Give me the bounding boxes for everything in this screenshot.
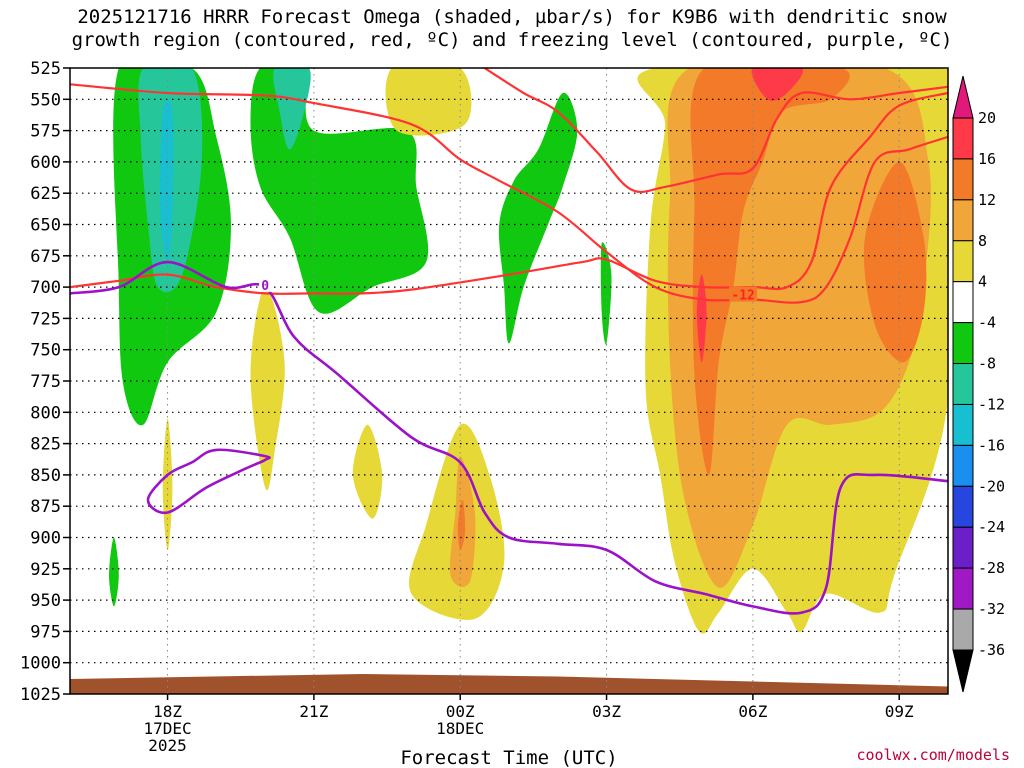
y-tick-label: 1025: [20, 685, 61, 705]
colorbar-bin: [952, 444, 974, 487]
dgz-upper-contour: [70, 83, 948, 304]
colorbar-bin: [952, 281, 974, 324]
y-tick-label: 950: [30, 591, 61, 611]
colorbar-label: -32: [978, 600, 1005, 618]
y-tick-label: 750: [30, 341, 61, 361]
grid-layer: [70, 68, 948, 694]
contour-layer: -12 0: [70, 68, 948, 615]
colorbar-label: -12: [978, 395, 1005, 413]
colorbar: 20 16 12 8 4 -4 -8 -12 -16 -20 -24 -28 -32 -36: [952, 75, 1005, 693]
x-tick-label: 09Z: [885, 702, 914, 721]
downward-22z: [352, 424, 383, 519]
colorbar-bin: [952, 363, 974, 405]
y-tick-label: 575: [30, 122, 61, 142]
chart-title: 2025121716 HRRR Forecast Omega (shaded, …: [0, 6, 1024, 52]
y-tick-label: 700: [30, 278, 61, 298]
colorbar-bin: [952, 322, 974, 365]
colorbar-label: -24: [978, 518, 1005, 536]
downward-06z-peak-low: [696, 274, 707, 363]
terrain-layer: [70, 673, 948, 694]
colorbar-bin: [952, 608, 974, 651]
downward-00z-strong: [457, 499, 466, 551]
colorbar-bin: [952, 117, 974, 160]
downward-06z-peak: [751, 68, 803, 101]
upward-motion-01z: [498, 92, 578, 344]
colorbar-bin: [952, 485, 974, 528]
y-tick-label: 600: [30, 153, 61, 173]
colorbar-label: -36: [978, 641, 1005, 659]
y-tick-label: 675: [30, 247, 61, 267]
x-tick-label: 00Z: [446, 702, 475, 721]
colorbar-label: -20: [978, 477, 1005, 495]
y-tick-label: 525: [30, 59, 61, 79]
colorbar-bin: [952, 199, 974, 242]
x-tick-label: 03Z: [592, 702, 621, 721]
colorbar-label: -16: [978, 436, 1005, 454]
y-tick-label: 900: [30, 529, 61, 549]
y-tick-label: 850: [30, 466, 61, 486]
y-tick-label: 1000: [20, 654, 61, 674]
pressure-axis: 525 550 575 600 625 650 675 700 725 750 775 800 825 8…: [20, 59, 70, 705]
colorbar-label: 4: [978, 273, 987, 291]
colorbar-bin: [952, 158, 974, 201]
omega-shading-layer: [109, 68, 948, 634]
downward-18z-low: [162, 418, 173, 550]
upward-motion-west-peak: [159, 99, 174, 263]
colorbar-label: 16: [978, 150, 996, 168]
freezing-level-contour: [70, 260, 948, 615]
colorbar-under-arrow: [952, 649, 974, 693]
colorbar-bin: [952, 403, 974, 446]
y-tick-label: 625: [30, 184, 61, 204]
x-axis-label: Forecast Time (UTC): [400, 747, 617, 768]
y-tick-label: 550: [30, 90, 61, 110]
freezing-level-loop: [146, 448, 271, 515]
y-tick-label: 925: [30, 560, 61, 580]
x-tick-label: 18Z: [153, 702, 182, 721]
downward-09z-strong: [863, 161, 927, 363]
colorbar-bin: [952, 567, 974, 610]
colorbar-label: -8: [978, 355, 996, 373]
contour-label-bg: [729, 286, 758, 302]
chart-title-line2: growth region (contoured, red, ºC) and f…: [71, 29, 953, 51]
colorbar-label: -4: [978, 314, 996, 332]
downward-23z: [385, 68, 472, 136]
y-tick-label: 650: [30, 216, 61, 236]
x-tick-label: 06Z: [738, 702, 767, 721]
y-tick-label: 800: [30, 403, 61, 423]
freezing-label-bg: [259, 276, 272, 292]
upward-motion-21z-core: [273, 68, 311, 150]
site-credit[interactable]: coolwx.com/models: [856, 746, 1010, 764]
y-tick-label: 875: [30, 497, 61, 517]
colorbar-over-arrow: [952, 75, 974, 119]
dgz-midlevel-contour: [70, 91, 948, 295]
dgz-contour-label: -12: [731, 289, 754, 304]
colorbar-label: -28: [978, 559, 1005, 577]
x-tick-date: 17DEC: [143, 719, 191, 738]
downward-20z: [250, 287, 285, 491]
y-tick-label: 825: [30, 435, 61, 455]
downward-7z-strong: [690, 68, 850, 475]
x-tick-date: 18DEC: [436, 719, 484, 738]
colorbar-bin: [952, 240, 974, 283]
colorbar-label: 20: [978, 109, 996, 127]
y-tick-label: 725: [30, 309, 61, 329]
chart-title-line1: 2025121716 HRRR Forecast Omega (shaded, …: [77, 6, 947, 28]
freezing-level-label: 0: [261, 279, 269, 294]
x-tick-label: 21Z: [299, 702, 328, 721]
upward-motion-03z: [600, 242, 612, 345]
dgz-lower-contour: [484, 68, 948, 193]
terrain-surface: [70, 673, 948, 694]
colorbar-bin: [952, 526, 974, 569]
upward-motion-low: [109, 537, 119, 607]
y-tick-label: 775: [30, 372, 61, 392]
y-tick-label: 975: [30, 622, 61, 642]
colorbar-label: 8: [978, 232, 987, 250]
x-tick-year: 2025: [148, 736, 187, 755]
colorbar-label: 12: [978, 191, 996, 209]
